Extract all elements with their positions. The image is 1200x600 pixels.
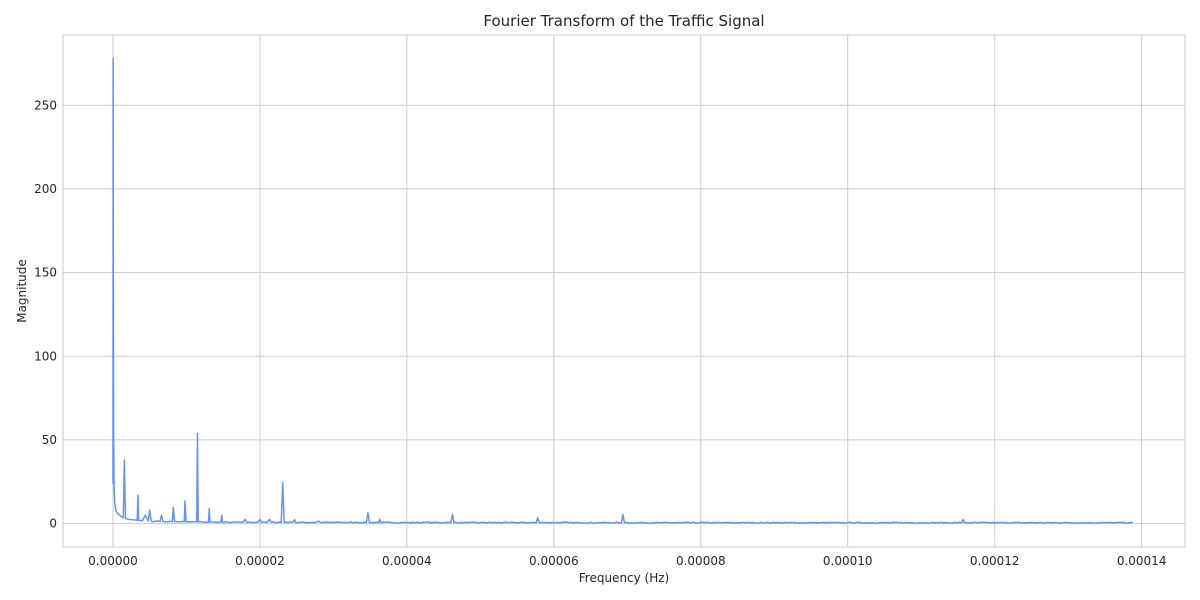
series-line — [112, 57, 1133, 524]
x-tick-label: 0.00000 — [88, 554, 138, 568]
y-tick-label: 0 — [49, 517, 57, 531]
x-tick-label: 0.00004 — [382, 554, 432, 568]
plot-area — [62, 34, 1186, 548]
x-tick-label: 0.00002 — [235, 554, 285, 568]
y-tick-label: 100 — [34, 349, 57, 363]
x-tick-label: 0.00006 — [529, 554, 579, 568]
x-tick-label: 0.00008 — [676, 554, 726, 568]
x-tick-label: 0.00012 — [970, 554, 1020, 568]
tick-labels: 0.00000 0.00002 0.00004 0.00006 0.00008 0.000… — [34, 98, 1166, 568]
x-tick-label: 0.00010 — [823, 554, 873, 568]
y-tick-label: 250 — [34, 98, 57, 112]
series-group — [112, 57, 1133, 524]
y-tick-label: 150 — [34, 266, 57, 280]
y-axis-label: Magnitude — [15, 259, 29, 323]
y-tick-label: 200 — [34, 182, 57, 196]
y-tick-label: 50 — [42, 433, 57, 447]
grid-lines — [63, 35, 1185, 547]
x-tick-label: 0.00014 — [1117, 554, 1167, 568]
x-axis-label: Frequency (Hz) — [579, 571, 670, 585]
chart-title: Fourier Transform of the Traffic Signal — [483, 12, 764, 30]
